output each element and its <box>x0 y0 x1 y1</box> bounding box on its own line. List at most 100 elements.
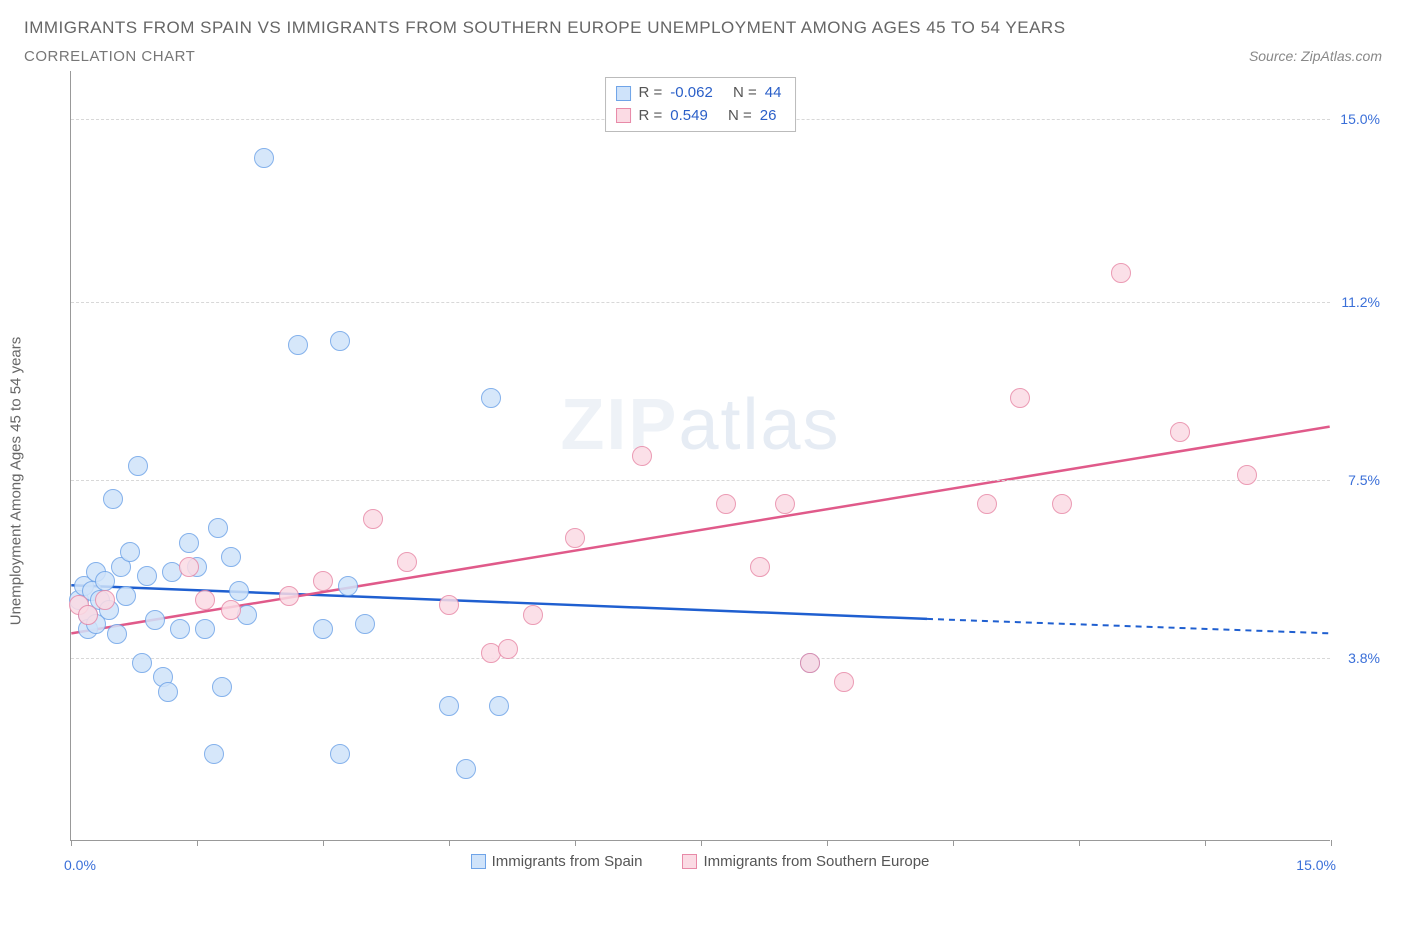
watermark-thin: atlas <box>678 385 840 465</box>
legend-label-seurope: Immigrants from Southern Europe <box>703 853 929 870</box>
legend-spain: Immigrants from Spain <box>471 853 643 870</box>
data-point-spain <box>338 576 358 596</box>
data-point-seurope <box>1111 263 1131 283</box>
trend-lines <box>71 71 1330 840</box>
legend-swatch-seurope <box>682 854 697 869</box>
data-point-spain <box>179 533 199 553</box>
data-point-seurope <box>775 494 795 514</box>
data-point-spain <box>355 614 375 634</box>
stats-r-seurope: 0.549 <box>670 105 708 128</box>
data-point-spain <box>330 331 350 351</box>
x-tick <box>71 840 72 846</box>
data-point-spain <box>330 744 350 764</box>
data-point-spain <box>208 518 228 538</box>
x-tick <box>827 840 828 846</box>
data-point-spain <box>116 586 136 606</box>
data-point-seurope <box>78 605 98 625</box>
y-tick-label: 7.5% <box>1334 472 1380 488</box>
data-point-seurope <box>498 639 518 659</box>
y-tick-label: 3.8% <box>1334 650 1380 666</box>
x-tick <box>1205 840 1206 846</box>
data-point-seurope <box>977 494 997 514</box>
stats-n-label-2: N = <box>728 105 752 128</box>
correlation-stats-box: R = -0.062 N = 44 R = 0.549 N = 26 <box>605 77 797 132</box>
x-tick <box>1331 840 1332 846</box>
data-point-spain <box>128 456 148 476</box>
data-point-seurope <box>834 672 854 692</box>
data-point-spain <box>229 581 249 601</box>
x-tick <box>701 840 702 846</box>
data-point-spain <box>145 610 165 630</box>
y-tick-label: 11.2% <box>1334 294 1380 310</box>
data-point-seurope <box>95 590 115 610</box>
data-point-seurope <box>1237 465 1257 485</box>
data-point-spain <box>195 619 215 639</box>
data-point-seurope <box>632 446 652 466</box>
stats-r-spain: -0.062 <box>670 82 713 105</box>
data-point-seurope <box>439 595 459 615</box>
stats-row-seurope: R = 0.549 N = 26 <box>616 105 782 128</box>
data-point-seurope <box>363 509 383 529</box>
data-point-spain <box>254 148 274 168</box>
x-tick <box>1079 840 1080 846</box>
data-point-seurope <box>397 552 417 572</box>
data-point-spain <box>120 542 140 562</box>
x-axis-max: 15.0% <box>1296 857 1336 873</box>
trend-line-seurope <box>71 427 1329 634</box>
data-point-spain <box>288 335 308 355</box>
data-point-spain <box>103 489 123 509</box>
data-point-seurope <box>523 605 543 625</box>
chart-title: IMMIGRANTS FROM SPAIN VS IMMIGRANTS FROM… <box>24 18 1382 38</box>
data-point-spain <box>212 677 232 697</box>
x-tick <box>575 840 576 846</box>
data-point-seurope <box>221 600 241 620</box>
stats-n-spain: 44 <box>765 82 782 105</box>
watermark-bold: ZIP <box>560 385 678 465</box>
x-tick <box>323 840 324 846</box>
data-point-spain <box>481 388 501 408</box>
stats-r-label: R = <box>639 82 663 105</box>
data-point-spain <box>456 759 476 779</box>
chart-source: Source: ZipAtlas.com <box>1249 48 1382 64</box>
trend-line-extrapolated-spain <box>927 619 1330 633</box>
x-tick <box>197 840 198 846</box>
data-point-spain <box>313 619 333 639</box>
grid-line <box>71 658 1330 659</box>
data-point-spain <box>132 653 152 673</box>
data-point-seurope <box>800 653 820 673</box>
plot-region: ZIPatlas R = -0.062 N = 44 R = 0.549 N =… <box>70 71 1330 841</box>
data-point-spain <box>221 547 241 567</box>
legend-label-spain: Immigrants from Spain <box>492 853 643 870</box>
x-axis: 0.0% Immigrants from Spain Immigrants fr… <box>70 847 1330 871</box>
y-axis-label: Unemployment Among Ages 45 to 54 years <box>8 337 25 626</box>
chart-subtitle: CORRELATION CHART <box>24 48 195 65</box>
data-point-seurope <box>716 494 736 514</box>
stats-row-spain: R = -0.062 N = 44 <box>616 82 782 105</box>
data-point-seurope <box>1170 422 1190 442</box>
stats-n-seurope: 26 <box>760 105 777 128</box>
data-point-spain <box>107 624 127 644</box>
data-point-spain <box>489 696 509 716</box>
data-point-spain <box>158 682 178 702</box>
legend-swatch-spain <box>471 854 486 869</box>
watermark: ZIPatlas <box>560 384 840 466</box>
grid-line <box>71 302 1330 303</box>
data-point-spain <box>170 619 190 639</box>
x-tick <box>449 840 450 846</box>
stats-r-label-2: R = <box>639 105 663 128</box>
stats-n-label: N = <box>733 82 757 105</box>
chart-area: Unemployment Among Ages 45 to 54 years Z… <box>24 71 1382 891</box>
grid-line <box>71 480 1330 481</box>
data-point-seurope <box>1010 388 1030 408</box>
data-point-spain <box>204 744 224 764</box>
swatch-spain <box>616 86 631 101</box>
legend-seurope: Immigrants from Southern Europe <box>682 853 929 870</box>
y-tick-label: 15.0% <box>1334 111 1380 127</box>
data-point-seurope <box>565 528 585 548</box>
data-point-spain <box>137 566 157 586</box>
swatch-seurope <box>616 108 631 123</box>
x-tick <box>953 840 954 846</box>
data-point-spain <box>439 696 459 716</box>
data-point-seurope <box>313 571 333 591</box>
bottom-legend: Immigrants from Spain Immigrants from So… <box>70 853 1330 870</box>
